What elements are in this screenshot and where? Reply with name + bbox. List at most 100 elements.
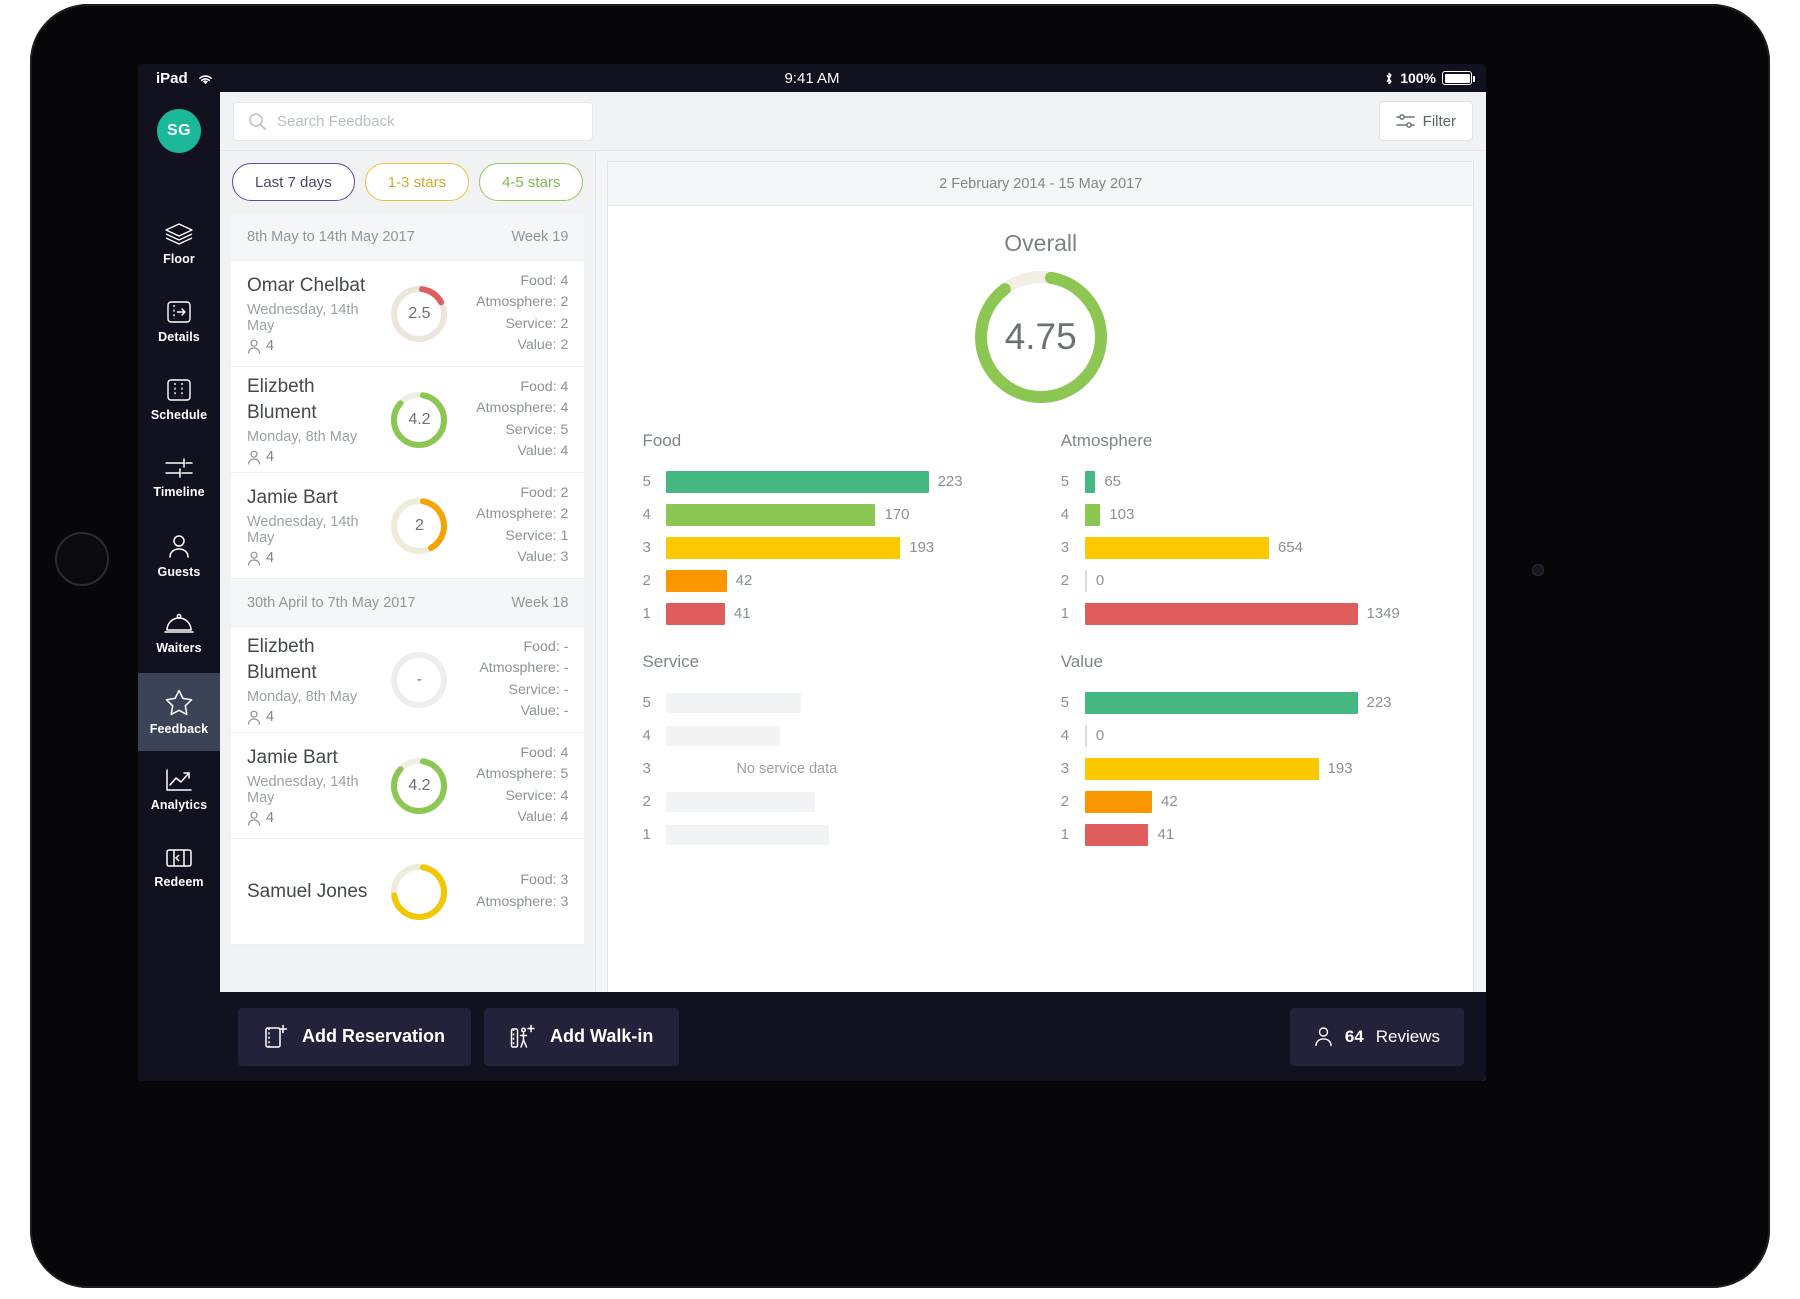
- bar-value: 223: [1366, 694, 1392, 711]
- analytics-panel-wrap: 2 February 2014 - 15 May 2017 Overall: [596, 151, 1486, 1081]
- bar-fill: [1084, 602, 1358, 625]
- bar-value: 65: [1104, 473, 1122, 490]
- bar-fill: [1084, 724, 1087, 747]
- bar-fill: [666, 602, 725, 625]
- search-input[interactable]: [277, 112, 578, 130]
- sidebar-item-schedule[interactable]: Schedule: [138, 361, 220, 439]
- person-icon: [167, 534, 191, 559]
- feedback-list-column: Last 7 days 1-3 stars 4-5 stars: [220, 151, 597, 1081]
- add-reservation-button[interactable]: Add Reservation: [238, 1007, 472, 1066]
- sidebar-item-label: Feedback: [149, 722, 209, 736]
- bar-track: 103: [1084, 503, 1439, 526]
- ipad-device-frame: iPad 9:41 AM: [30, 4, 1770, 1288]
- gauge-ring: [391, 391, 448, 448]
- chip-label: 1-3 stars: [387, 173, 447, 191]
- overall-title: Overall: [1004, 230, 1078, 256]
- party-size: 4: [247, 709, 382, 725]
- bar-value: 41: [733, 605, 751, 622]
- walkin-plus-icon: [510, 1024, 536, 1050]
- person-icon: [248, 710, 260, 725]
- bar-track: [666, 791, 1020, 813]
- chip-last-7-days[interactable]: Last 7 days: [232, 163, 355, 201]
- rating-gauge: 4.2: [388, 389, 450, 451]
- bar-placeholder: [666, 692, 802, 713]
- party-count: 4: [266, 810, 275, 827]
- home-button[interactable]: [55, 532, 109, 586]
- sidebar-item-feedback[interactable]: Feedback: [138, 673, 220, 751]
- chart-service: Service 5: [642, 652, 1020, 851]
- score-atmosphere: Atmosphere: -: [479, 660, 569, 677]
- feedback-info: Jamie Bart Wednesday, 14th May 4: [247, 745, 382, 827]
- feedback-row[interactable]: Jamie Bart Wednesday, 14th May 4: [231, 473, 585, 579]
- bar-track: 42: [666, 569, 1020, 592]
- bar-row: 5 223: [1061, 686, 1439, 719]
- filter-button[interactable]: Filter: [1378, 101, 1473, 141]
- party-size: 4: [247, 810, 382, 826]
- sidebar-item-analytics[interactable]: Analytics: [138, 751, 220, 829]
- sidebar-item-guests[interactable]: Guests: [138, 517, 220, 595]
- feedback-row[interactable]: Elizbeth Blument Monday, 8th May 4: [231, 627, 585, 733]
- score-service: Service: 2: [505, 315, 569, 332]
- feedback-row[interactable]: Elizbeth Blument Monday, 8th May 4: [231, 367, 585, 473]
- bar-row: 4 103: [1061, 498, 1439, 531]
- party-size: 4: [247, 550, 382, 566]
- sidebar-item-floor[interactable]: Floor: [138, 205, 220, 283]
- bar-row: 5 65: [1061, 465, 1439, 498]
- feedback-row[interactable]: Omar Chelbat Wednesday, 14th May 4: [231, 261, 585, 367]
- score-value: Value: 3: [517, 548, 569, 565]
- reviews-count-button[interactable]: 64 Reviews: [1289, 1007, 1464, 1066]
- bar-value: 170: [884, 506, 910, 523]
- bar-value: 193: [1327, 760, 1353, 777]
- person-icon: [248, 450, 260, 465]
- add-walkin-button[interactable]: Add Walk-in: [484, 1007, 680, 1066]
- sidebar-item-redeem[interactable]: Redeem: [138, 829, 220, 907]
- chart-up-icon: [165, 768, 193, 792]
- guest-name: Elizbeth Blument: [247, 635, 317, 683]
- avatar[interactable]: SG: [157, 109, 201, 153]
- bar-label: 2: [1060, 793, 1070, 810]
- wifi-icon: [197, 72, 214, 85]
- content-columns: Last 7 days 1-3 stars 4-5 stars: [220, 151, 1486, 1081]
- bar-label: 2: [642, 572, 651, 589]
- chip-4-5-stars[interactable]: 4-5 stars: [479, 163, 584, 201]
- score-food: Food: 4: [520, 378, 569, 395]
- bar-row: 1: [642, 818, 1020, 851]
- ios-status-bar: iPad 9:41 AM: [138, 64, 1486, 92]
- bar-row: 3 193: [1061, 752, 1439, 785]
- feedback-row[interactable]: Samuel Jones Foo: [231, 839, 585, 945]
- main-content: Filter Last 7 days 1-3 stars: [220, 92, 1486, 1081]
- rating-gauge: 2.5: [388, 283, 450, 345]
- bar-track: 65: [1084, 470, 1439, 493]
- guest-name: Jamie Bart: [247, 746, 338, 768]
- sidebar-item-waiters[interactable]: Waiters: [138, 595, 220, 673]
- feedback-row[interactable]: Jamie Bart Wednesday, 14th May 4: [231, 733, 585, 839]
- bar-label: 3: [642, 539, 651, 556]
- feedback-info: Omar Chelbat Wednesday, 14th May 4: [247, 273, 382, 355]
- add-walkin-label: Add Walk-in: [550, 1026, 654, 1046]
- search-box[interactable]: [233, 101, 593, 141]
- bar-row: 1 1349: [1061, 597, 1439, 630]
- sidebar-item-details[interactable]: Details: [138, 283, 220, 361]
- guest-name: Samuel Jones: [247, 880, 368, 902]
- battery-percent: 100%: [1400, 70, 1436, 86]
- sidebar-item-label: Timeline: [153, 485, 205, 499]
- feedback-list-scroll[interactable]: 8th May to 14th May 2017 Week 19 Omar Ch…: [231, 213, 585, 1081]
- bar-fill: [1084, 536, 1269, 559]
- bar-row: 2 42: [1061, 785, 1439, 818]
- gauge-ring: [391, 651, 448, 708]
- bar-fill: [1084, 503, 1101, 526]
- score-breakdown: Food: 4 Atmosphere: 2 Service: 2 Value: …: [456, 271, 568, 356]
- chip-1-3-stars[interactable]: 1-3 stars: [364, 163, 470, 201]
- bar-track: [666, 725, 1020, 747]
- feedback-info: Elizbeth Blument Monday, 8th May 4: [247, 634, 382, 725]
- sidebar-item-timeline[interactable]: Timeline: [138, 439, 220, 517]
- score-service: Service: 5: [505, 421, 569, 438]
- bar-label: 3: [1060, 539, 1070, 556]
- bar-row: 1 41: [642, 597, 1020, 630]
- bar-label: 1: [1060, 605, 1070, 622]
- score-atmosphere: Atmosphere: 2: [476, 294, 569, 311]
- bar-fill: [1084, 823, 1149, 846]
- sidebar-items: Floor Details: [138, 205, 220, 907]
- score-atmosphere: Atmosphere: 5: [476, 766, 569, 783]
- visit-date: Wednesday, 14th May: [247, 514, 359, 547]
